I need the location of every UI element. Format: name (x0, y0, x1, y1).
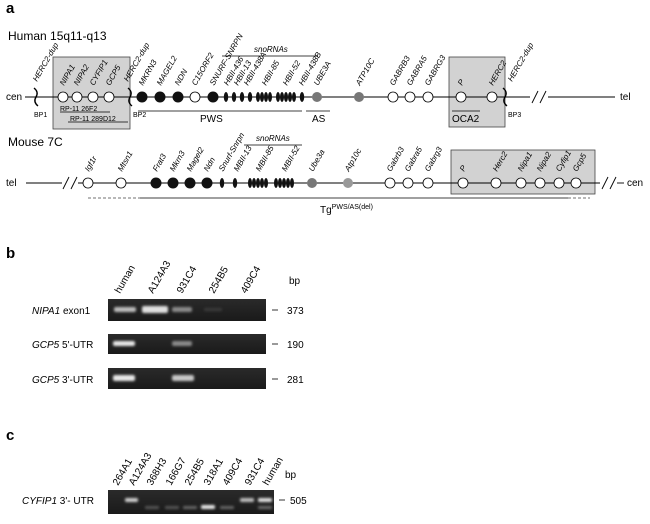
human-oca2-box (448, 56, 506, 128)
bp1-label: BP1 (34, 112, 47, 119)
human-gene-label: P (456, 77, 467, 87)
lane-label: 931C4 (175, 264, 199, 295)
human-gene-markers (57, 91, 498, 103)
row-label-gcp5-3utr: GCP5 3'-UTR (32, 375, 93, 386)
tg-label: TgPWS/AS(del) (320, 204, 373, 216)
tg-superscript: PWS/AS(del) (332, 204, 373, 211)
human-gene-label: HERC2-dup (506, 41, 536, 83)
human-gene-label: NDN (173, 67, 190, 87)
mouse-gene-label: Mtsn1 (116, 150, 135, 173)
mouse-gene-label: MBII-52 (280, 144, 302, 173)
mouse-title: Mouse 7C (8, 135, 63, 149)
panel-b-bp-header: bp (289, 276, 301, 287)
mouse-gene-label: Frat3 (151, 152, 168, 173)
size-label-190: 190 (287, 340, 304, 351)
size-label-281: 281 (287, 375, 304, 386)
bp2-label: BP2 (133, 112, 146, 119)
lane-label: 409C4 (221, 456, 245, 487)
mouse-gene-label: P (458, 163, 469, 173)
size-label-373: 373 (287, 306, 304, 317)
lane-label: A124A3 (146, 259, 174, 296)
human-cen-label: cen (6, 92, 22, 103)
lane-label: human (113, 264, 138, 296)
panel-c-lane-labels: 264A1 A124A3 368H3 166G7 254B5 318A1 409… (111, 451, 286, 488)
panel-c-letter: c (6, 427, 14, 444)
lane-label: 254B5 (207, 265, 231, 296)
mouse-cen-label: cen (627, 178, 643, 189)
size-label-505: 505 (290, 496, 307, 507)
panel-c-bp-header: bp (285, 470, 297, 481)
mouse-gene-label: Mkrn3 (168, 149, 187, 173)
lane-label: human (261, 456, 286, 488)
row-label-gcp5-5utr: GCP5 5'-UTR (32, 340, 93, 351)
bp3-bracket (502, 87, 508, 107)
mouse-gene-markers (82, 177, 582, 189)
tg-main: Tg (320, 205, 332, 216)
mouse-gene-label: Atp10c (342, 147, 363, 174)
panel-b-letter: b (6, 245, 15, 262)
as-label: AS (312, 114, 326, 125)
mouse-gene-label: Gabra5 (403, 145, 424, 173)
human-tel-label: tel (620, 92, 631, 103)
mouse-break-mark-left (62, 176, 78, 190)
gel-gcp5-3utr-bands (113, 375, 194, 381)
row-label-cyfip1: CYFIP1 3'- UTR (22, 496, 94, 507)
oca2-label: OCA2 (452, 114, 480, 125)
bac1-label: RP-11 26F2 (60, 106, 97, 113)
row-label-nipa1: NIPA1 exon1 (32, 306, 91, 317)
panel-b-lane-labels: human A124A3 931C4 254B5 409C4 (113, 259, 263, 296)
mouse-gene-label: Ube3a (307, 148, 327, 173)
gel-nipa1-bands (114, 306, 222, 313)
human-gene-label: ATP10C (353, 57, 376, 88)
mouse-gene-label: MBII-85 (254, 144, 276, 173)
mouse-gene-label: Gabrg3 (423, 145, 444, 173)
bp1-bracket (33, 87, 39, 107)
mouse-gene-label: Ndn (202, 155, 217, 173)
human-title: Human 15q11-q13 (8, 29, 107, 43)
gel-cyfip1-bands (125, 498, 272, 509)
mouse-break-mark-right (601, 176, 617, 190)
gel-gcp5-5utr-bands (113, 341, 192, 346)
bac2-label: RP-11 289D12 (70, 116, 116, 123)
mouse-snorna-label: snoRNAs (256, 134, 290, 143)
mouse-gene-label: Igf1r (83, 154, 99, 173)
lane-label: 409C4 (239, 264, 263, 295)
bp2-bracket (127, 87, 133, 107)
pws-label: PWS (200, 114, 223, 125)
panel-a-letter: a (6, 0, 15, 17)
human-break-mark (531, 90, 547, 104)
bp3-label: BP3 (508, 112, 521, 119)
human-snorna-label: snoRNAs (254, 45, 288, 54)
mouse-tel-label: tel (6, 178, 17, 189)
